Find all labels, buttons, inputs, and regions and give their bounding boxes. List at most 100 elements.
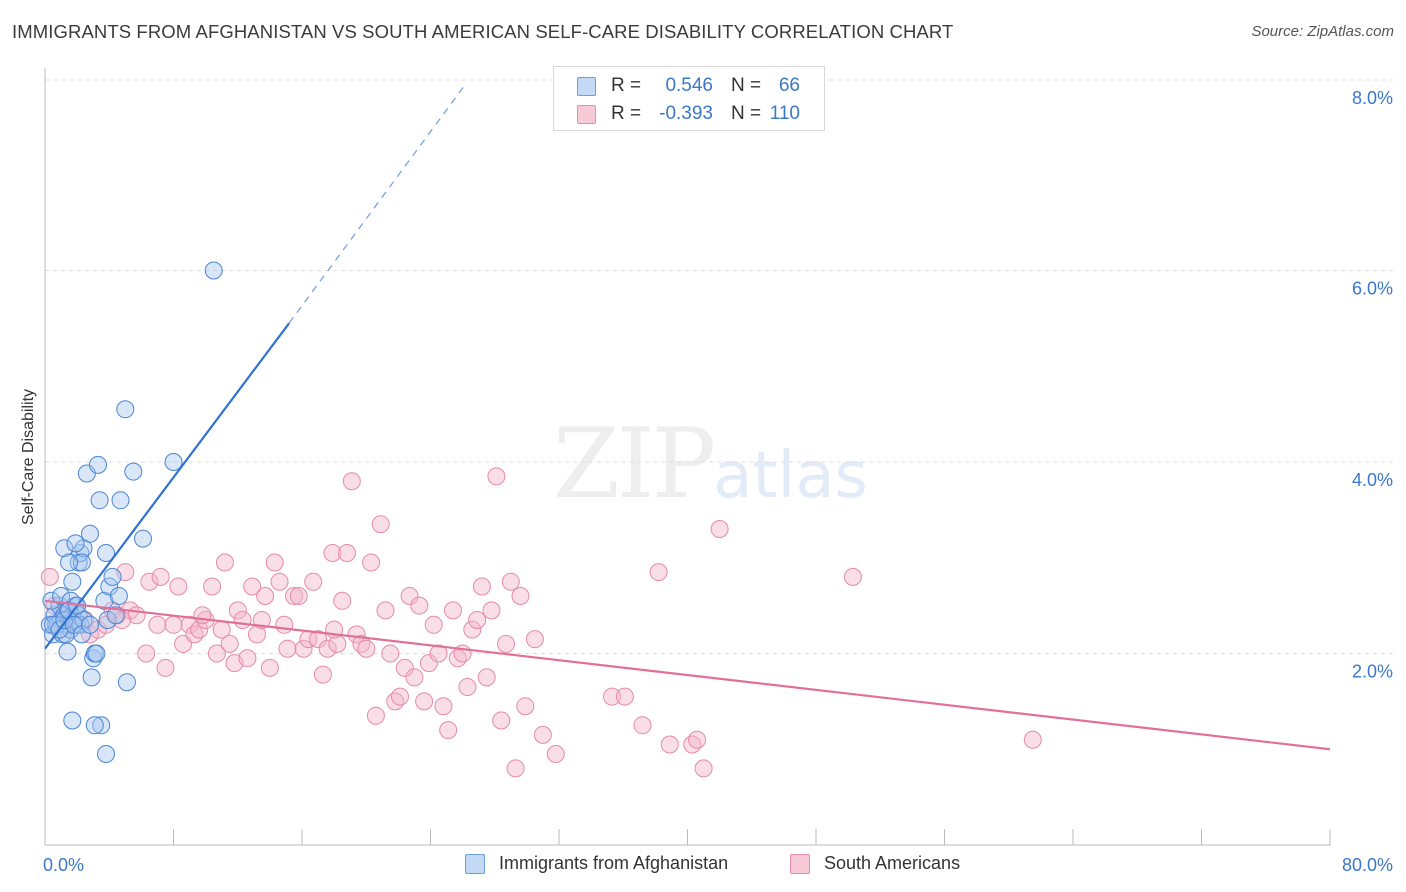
point-south-americans xyxy=(395,658,414,677)
point-afghanistan xyxy=(164,453,183,471)
point-south-americans xyxy=(193,606,212,625)
point-south-americans xyxy=(429,644,448,663)
point-south-americans xyxy=(415,692,434,711)
point-south-americans xyxy=(164,615,183,634)
point-south-americans xyxy=(40,567,59,586)
point-afghanistan xyxy=(134,529,152,548)
point-south-americans xyxy=(289,587,308,605)
correlation-stats-box: R = 0.546 N = 66 R = -0.393 N = 110 xyxy=(553,66,825,131)
point-south-americans xyxy=(304,572,323,591)
point-south-americans xyxy=(243,577,262,596)
point-south-americans xyxy=(546,745,565,763)
point-south-americans xyxy=(366,706,385,725)
point-afghanistan xyxy=(63,711,82,730)
point-afghanistan xyxy=(97,745,115,763)
point-afghanistan xyxy=(92,716,111,735)
point-afghanistan xyxy=(52,587,71,605)
point-south-americans xyxy=(169,577,188,596)
point-afghanistan xyxy=(85,716,104,735)
point-south-americans xyxy=(151,567,170,586)
point-afghanistan xyxy=(66,534,85,553)
point-south-americans xyxy=(501,572,520,591)
point-south-americans xyxy=(400,587,419,605)
point-south-americans xyxy=(347,625,366,644)
point-south-americans xyxy=(424,615,443,634)
legend-swatch-south-americans xyxy=(790,854,810,874)
watermark-atlas: atlas xyxy=(713,439,868,513)
point-south-americans xyxy=(376,601,395,620)
point-south-americans xyxy=(156,658,175,677)
chart-title: IMMIGRANTS FROM AFGHANISTAN VS SOUTH AME… xyxy=(12,21,954,42)
n-label: N = xyxy=(731,75,762,96)
point-south-americans xyxy=(683,735,702,754)
y-tick-label: 8.0% xyxy=(1352,88,1393,108)
point-south-americans xyxy=(357,639,376,658)
point-south-americans xyxy=(649,563,668,582)
watermark-zip: ZIP xyxy=(553,408,716,520)
point-south-americans xyxy=(256,587,275,605)
legend-label-afghanistan: Immigrants from Afghanistan xyxy=(499,853,729,873)
point-south-americans xyxy=(278,639,297,658)
point-afghanistan xyxy=(89,455,107,474)
point-south-americans xyxy=(318,639,337,658)
point-south-americans xyxy=(386,692,405,711)
point-south-americans xyxy=(137,644,156,663)
point-south-americans xyxy=(260,658,279,677)
point-south-americans xyxy=(511,587,530,605)
point-afghanistan xyxy=(117,673,136,692)
axes xyxy=(44,68,1331,846)
point-south-americans xyxy=(148,615,167,634)
point-afghanistan xyxy=(63,572,82,591)
point-south-americans xyxy=(371,515,390,534)
trend-line-afghanistan-extension xyxy=(288,83,467,324)
stats-row-south-americans: R = -0.393 N = 110 xyxy=(554,100,824,130)
point-afghanistan xyxy=(95,591,114,610)
point-south-americans xyxy=(525,630,544,649)
point-south-americans xyxy=(688,730,707,749)
stats-row-afghanistan: R = 0.546 N = 66 xyxy=(554,72,824,102)
point-afghanistan xyxy=(100,577,119,596)
point-afghanistan xyxy=(82,668,101,687)
point-south-americans xyxy=(252,611,271,629)
x-tick-label-min: 0.0% xyxy=(43,855,84,875)
point-south-americans xyxy=(444,601,462,620)
point-south-americans xyxy=(477,668,496,687)
point-afghanistan xyxy=(103,567,122,586)
point-afghanistan xyxy=(106,606,125,625)
point-south-americans xyxy=(338,544,356,562)
watermark: ZIPatlas xyxy=(553,408,868,520)
point-south-americans xyxy=(419,654,438,673)
point-south-americans xyxy=(533,725,552,744)
point-south-americans xyxy=(410,596,429,615)
point-south-americans xyxy=(275,615,294,634)
source-label: Source: ZipAtlas.com xyxy=(1251,23,1394,40)
point-south-americans xyxy=(472,577,491,596)
bottom-legend: Immigrants from Afghanistan South Americ… xyxy=(0,852,1406,878)
point-afghanistan xyxy=(97,544,115,562)
point-south-americans xyxy=(215,553,234,572)
point-south-americans xyxy=(381,644,400,663)
tick-labels: 2.0% 4.0% 6.0% 8.0% 0.0% 80.0% xyxy=(43,88,1393,875)
point-south-americans xyxy=(391,687,409,706)
point-south-americans xyxy=(342,472,361,491)
trend-line-afghanistan xyxy=(44,322,291,650)
point-south-americans xyxy=(448,649,467,668)
point-south-americans xyxy=(233,611,252,629)
trend-lines xyxy=(44,83,1331,751)
point-south-americans xyxy=(633,716,652,735)
point-afghanistan xyxy=(58,642,77,661)
point-south-americans xyxy=(463,620,482,639)
point-south-americans xyxy=(458,678,477,696)
x-tick-label-max: 80.0% xyxy=(1342,855,1393,875)
r-value: 0.546 xyxy=(665,75,713,96)
point-south-americans xyxy=(362,553,381,572)
point-south-americans xyxy=(113,611,132,629)
point-south-americans xyxy=(615,687,634,706)
y-tick-label: 6.0% xyxy=(1352,279,1393,299)
n-value: 110 xyxy=(769,103,800,124)
r-label: R = xyxy=(611,103,642,124)
point-afghanistan xyxy=(116,400,135,419)
point-south-americans xyxy=(660,735,679,754)
point-south-americans xyxy=(220,634,239,653)
